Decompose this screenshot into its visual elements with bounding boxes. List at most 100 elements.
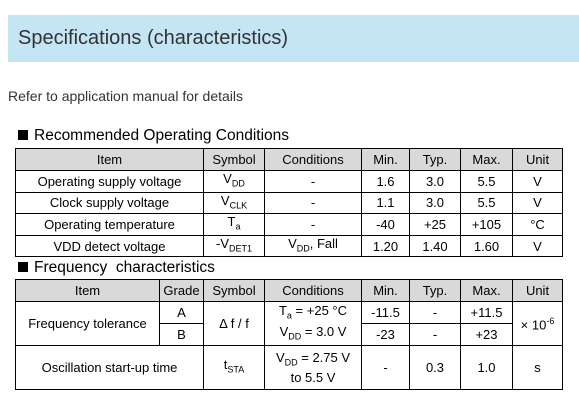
cell: VDD, Fall xyxy=(264,234,362,258)
text: V xyxy=(275,349,285,365)
text: +105 xyxy=(471,216,502,232)
subscript: STA xyxy=(227,364,245,375)
text: 1.60 xyxy=(473,238,500,254)
text: B xyxy=(177,327,186,342)
subscript: a xyxy=(286,310,292,321)
text: = 3.0 V xyxy=(301,323,347,339)
column-header: Item xyxy=(15,279,160,302)
cell: s xyxy=(512,345,563,390)
text: - xyxy=(432,327,438,342)
cell-line: VDD = 3.0 V xyxy=(265,324,361,345)
cell: +23 xyxy=(460,323,513,346)
page-title: Specifications (characteristics) xyxy=(18,27,289,49)
cell: +105 xyxy=(460,213,513,236)
cell: -11.5 xyxy=(361,301,410,324)
text: - xyxy=(310,216,316,232)
text: V xyxy=(279,323,289,339)
table-row: Operating temperature Ta - -40 +25 +105 °C xyxy=(15,213,563,236)
column-header: Max. xyxy=(460,279,513,302)
cell-line: VDD = 2.75 V xyxy=(265,350,361,371)
text: -40 xyxy=(376,216,395,232)
cell: Ta xyxy=(203,213,265,236)
cell: V xyxy=(512,170,563,193)
column-header: Typ. xyxy=(409,279,461,302)
header-row: Item Symbol Conditions Min. Typ. Max. Unit xyxy=(15,148,563,171)
heading-text: Frequency characteristics xyxy=(34,259,215,276)
cell: °C xyxy=(512,213,563,236)
column-header: Symbol xyxy=(203,148,265,171)
column-header: Typ. xyxy=(409,148,461,171)
bullet-icon xyxy=(18,262,28,272)
cell: 1.40 xyxy=(409,234,461,258)
text: 1.20 xyxy=(372,238,399,254)
cell: A xyxy=(159,301,204,324)
cell: - xyxy=(361,345,410,390)
table-row: VDD detect voltage -VDET1 VDD, Fall 1.20 1.4… xyxy=(15,234,563,258)
text: 1.0 xyxy=(477,360,496,375)
cell: - xyxy=(409,323,461,346)
table-row: Frequency tolerance A Δ f / f Ta = +25 °C VD… xyxy=(15,301,563,346)
column-header: Max. xyxy=(460,148,513,171)
cell: 5.5 xyxy=(460,191,513,215)
cell: 3.0 xyxy=(409,191,461,215)
cell: V xyxy=(512,191,563,215)
table-row: Operating supply voltage VDD - 1.6 3.0 5.5 V xyxy=(15,170,563,193)
cell: Operating temperature xyxy=(15,213,204,236)
text: VDD detect voltage xyxy=(53,238,166,254)
text: A xyxy=(177,305,186,320)
cell: -23 xyxy=(361,323,410,346)
text: T xyxy=(227,214,236,230)
text: V xyxy=(220,192,230,208)
text: -23 xyxy=(376,327,395,342)
text: - xyxy=(432,305,438,320)
text: - xyxy=(383,360,388,375)
text: 3.0 xyxy=(425,173,445,189)
text: V xyxy=(533,238,542,254)
text: - xyxy=(310,195,316,211)
text: 1.40 xyxy=(422,238,448,254)
cell: Frequency tolerance xyxy=(15,301,160,346)
column-header: Unit xyxy=(512,148,563,171)
text: Clock supply voltage xyxy=(49,195,170,211)
text: °C xyxy=(530,216,545,232)
header-band: Specifications (characteristics) xyxy=(8,15,579,62)
column-header: Min. xyxy=(361,279,410,302)
cell: Δ f / f xyxy=(203,301,265,346)
bullet-icon xyxy=(18,130,28,140)
cell: Operating supply voltage xyxy=(15,170,204,193)
cell: - xyxy=(409,301,461,324)
cell: 1.0 xyxy=(460,345,513,390)
text: = 2.75 V xyxy=(297,349,351,365)
cell: - xyxy=(264,213,362,236)
cell: VDD xyxy=(203,170,265,193)
cell: +11.5 xyxy=(460,301,513,324)
cell: 5.5 xyxy=(460,170,513,193)
cell: V xyxy=(512,234,563,258)
cell: Oscillation start-up time xyxy=(15,345,204,390)
cell: 0.3 xyxy=(409,345,461,390)
subscript: DD xyxy=(284,357,298,368)
text: to 5.5 V xyxy=(290,370,336,386)
text: × 10 xyxy=(520,317,547,333)
text: 5.5 xyxy=(477,195,496,211)
text: 1.6 xyxy=(376,173,395,189)
text: - xyxy=(310,173,316,189)
subscript: DET1 xyxy=(228,243,252,254)
intro-text: Refer to application manual for details xyxy=(8,88,244,104)
text: Operating temperature xyxy=(44,216,175,232)
text: Frequency tolerance xyxy=(28,316,147,331)
subscript: DD xyxy=(288,331,302,342)
superscript: -6 xyxy=(546,316,555,327)
column-header: Grade xyxy=(159,279,204,302)
subscript: DD xyxy=(231,178,245,189)
section-heading: Recommended Operating Conditions xyxy=(18,127,289,145)
cell: -40 xyxy=(361,213,410,236)
text: +25 xyxy=(423,216,447,232)
column-header: Item xyxy=(15,148,204,171)
cell: - xyxy=(264,170,362,193)
cell: × 10-6 xyxy=(512,301,563,346)
text: Operating supply voltage xyxy=(37,173,182,189)
text: = +25 °C xyxy=(291,302,348,318)
